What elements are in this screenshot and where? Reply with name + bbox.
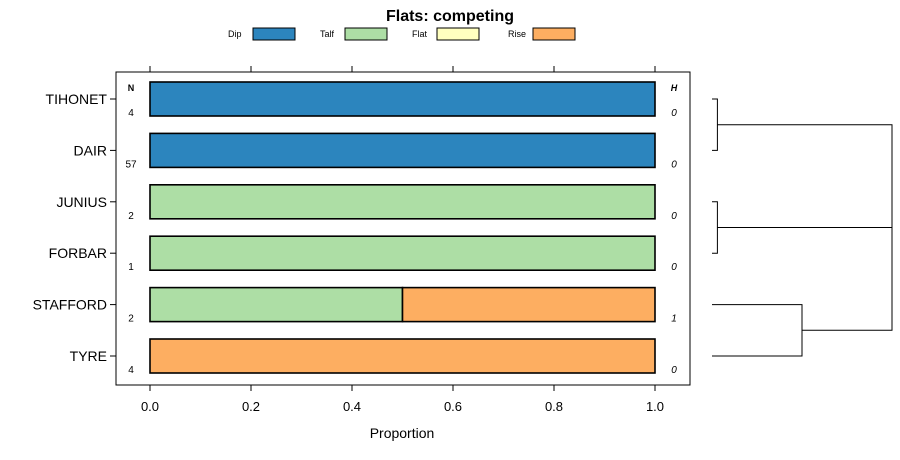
bar-segment-dip bbox=[149, 81, 656, 117]
bar-segment-rise bbox=[149, 338, 656, 374]
n-value: 1 bbox=[128, 262, 134, 273]
legend-swatch bbox=[436, 27, 480, 41]
h-value: 0 bbox=[671, 108, 677, 119]
n-value: 2 bbox=[128, 211, 134, 222]
dendrogram-branch bbox=[802, 176, 893, 331]
plot-frame bbox=[115, 71, 691, 386]
n-value: 4 bbox=[128, 365, 134, 376]
legend-swatch bbox=[532, 27, 576, 41]
n-value: 57 bbox=[125, 159, 137, 170]
x-tick-label: 0.8 bbox=[545, 399, 563, 414]
dendrogram-branch bbox=[712, 98, 718, 151]
n-column-header: N bbox=[128, 83, 135, 93]
x-axis: 0.0 0.2 0.4 0.6 0.8 1.0 bbox=[141, 66, 664, 414]
h-value: 0 bbox=[671, 159, 677, 170]
bar-segment-dip bbox=[149, 132, 656, 169]
legend-label: Dip bbox=[228, 29, 242, 39]
y-category-label: JUNIUS bbox=[56, 194, 107, 210]
bar-segment-talf bbox=[149, 235, 656, 271]
x-tick-label: 0.4 bbox=[343, 399, 361, 414]
x-axis-label: Proportion bbox=[370, 425, 435, 441]
h-value: 0 bbox=[671, 211, 677, 222]
legend-swatch bbox=[344, 27, 388, 41]
legend-label: Flat bbox=[412, 29, 428, 39]
legend: Dip Talf Flat Rise bbox=[228, 27, 576, 41]
y-category-label: STAFFORD bbox=[33, 297, 107, 313]
legend-label: Talf bbox=[320, 29, 335, 39]
y-category-label: DAIR bbox=[74, 142, 107, 158]
dendrogram-branch bbox=[717, 124, 893, 228]
legend-swatch bbox=[252, 27, 296, 41]
n-value: 4 bbox=[128, 108, 134, 119]
y-category-label: TIHONET bbox=[46, 91, 108, 107]
bar-segment-rise bbox=[401, 286, 656, 323]
dendrogram-branch bbox=[712, 201, 718, 254]
bar-segment-talf bbox=[149, 184, 656, 220]
h-value: 0 bbox=[671, 262, 677, 273]
dendrogram-branch bbox=[712, 304, 803, 357]
n-value: 2 bbox=[128, 314, 134, 325]
h-value: 0 bbox=[671, 365, 677, 376]
dendrogram bbox=[712, 98, 893, 357]
h-value: 1 bbox=[671, 314, 677, 325]
bars: 4 0 57 0 2 0 1 0 2 1 4 0 bbox=[125, 81, 677, 376]
chart-title: Flats: competing bbox=[386, 8, 514, 25]
y-category-label: FORBAR bbox=[49, 245, 107, 261]
x-tick-label: 1.0 bbox=[646, 399, 664, 414]
y-category-label: TYRE bbox=[70, 348, 107, 364]
legend-label: Rise bbox=[508, 29, 526, 39]
h-column-header: H bbox=[671, 83, 678, 93]
x-tick-label: 0.0 bbox=[141, 399, 159, 414]
x-tick-label: 0.6 bbox=[444, 399, 462, 414]
y-axis: TIHONET DAIR JUNIUS FORBAR STAFFORD TYRE bbox=[33, 91, 116, 364]
bar-segment-talf bbox=[149, 286, 404, 323]
x-tick-label: 0.2 bbox=[242, 399, 260, 414]
